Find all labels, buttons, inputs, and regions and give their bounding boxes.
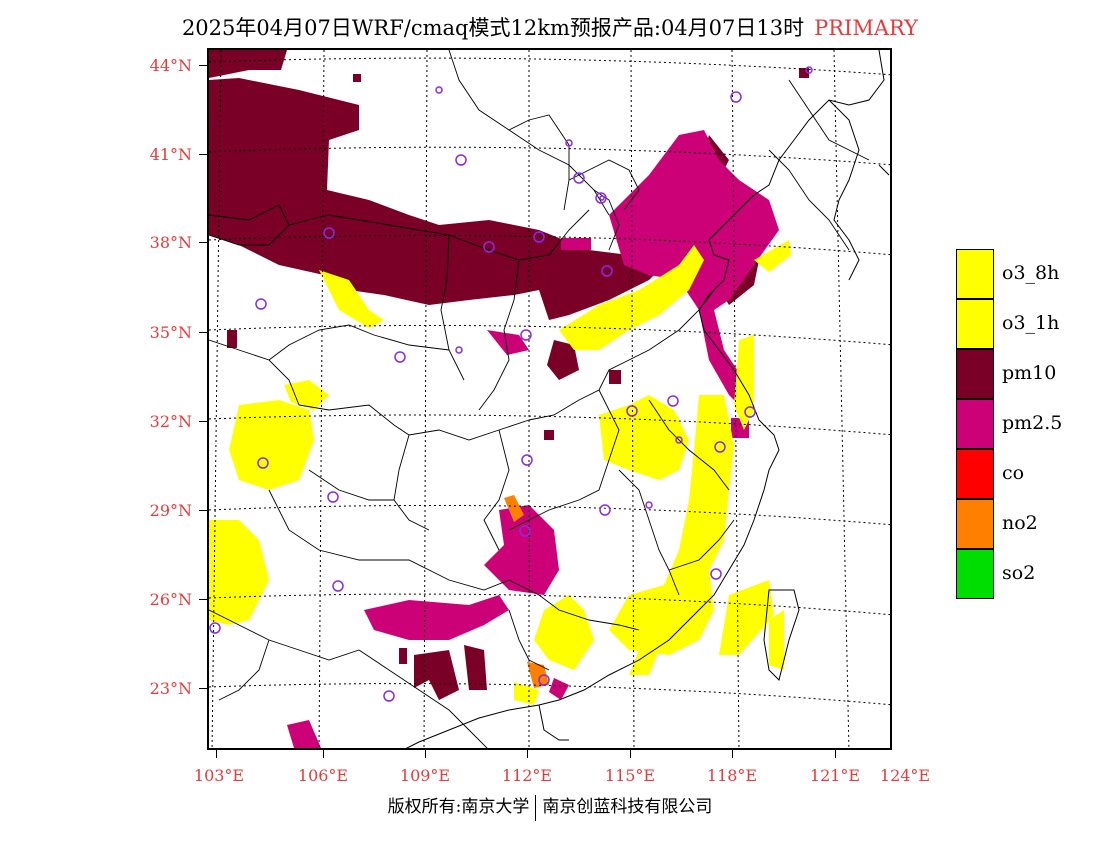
legend-item-so2: so2 — [956, 549, 1096, 599]
legend-label: pm2.5 — [1002, 412, 1063, 434]
lon-label-121e: 121°E — [809, 766, 861, 785]
lon-tick — [527, 750, 528, 758]
legend-swatch — [956, 499, 994, 549]
lat-tick — [199, 242, 207, 243]
lon-label-115e: 115°E — [604, 766, 656, 785]
longitude-gridlines — [211, 50, 850, 748]
lat-label-26n: 26°N — [149, 590, 192, 609]
lat-tick — [199, 599, 207, 600]
lat-tick — [199, 332, 207, 333]
footer-left: 版权所有:南京大学 — [387, 797, 530, 817]
legend-item-o3-1h: o3_1h — [956, 299, 1096, 349]
footer-separator — [535, 794, 537, 821]
map-svg — [209, 50, 890, 748]
lon-tick — [323, 750, 324, 758]
lat-tick — [199, 688, 207, 689]
legend-swatch — [956, 249, 994, 299]
lon-label-103e: 103°E — [193, 766, 245, 785]
legend-label: o3_8h — [1002, 262, 1060, 284]
station-markers — [209, 66, 813, 702]
lon-label-106e: 106°E — [297, 766, 349, 785]
lat-label-23n: 23°N — [149, 679, 192, 698]
lon-label-118e: 118°E — [706, 766, 758, 785]
map-panel[interactable] — [207, 48, 892, 750]
title-tag: PRIMARY — [814, 16, 919, 40]
lat-label-41n: 41°N — [149, 145, 192, 164]
lat-label-32n: 32°N — [149, 412, 192, 431]
lon-label-109e: 109°E — [399, 766, 451, 785]
lat-tick — [199, 421, 207, 422]
lon-tick — [630, 750, 631, 758]
pollution-o3-layer — [209, 240, 791, 705]
lon-tick — [835, 750, 836, 758]
legend-swatch — [956, 349, 994, 399]
legend-item-co: co — [956, 449, 1096, 499]
lat-label-35n: 35°N — [149, 323, 192, 342]
legend-label: so2 — [1002, 562, 1036, 584]
title-text: 2025年04月07日WRF/cmaq模式12km预报产品:04月07日13时 — [181, 16, 805, 40]
lon-tick — [732, 750, 733, 758]
legend-swatch — [956, 299, 994, 349]
legend-item-pm10: pm10 — [956, 349, 1096, 399]
lon-label-112e: 112°E — [501, 766, 553, 785]
legend-label: pm10 — [1002, 362, 1057, 384]
lon-label-124e: 124°E — [879, 766, 931, 785]
legend-item-pm25: pm2.5 — [956, 399, 1096, 449]
latitude-gridlines — [209, 57, 890, 706]
province-boundaries — [209, 50, 870, 748]
pollution-no2-layer — [504, 495, 549, 688]
lat-tick — [199, 154, 207, 155]
copyright-footer: 版权所有:南京大学 南京创蓝科技有限公司 — [0, 792, 1100, 821]
legend-swatch — [956, 399, 994, 449]
lat-tick — [199, 65, 207, 66]
legend-item-o3-8h: o3_8h — [956, 249, 1096, 299]
legend-label: co — [1002, 462, 1025, 484]
lat-label-29n: 29°N — [149, 501, 192, 520]
legend-label: no2 — [1002, 512, 1038, 534]
lat-label-38n: 38°N — [149, 233, 192, 252]
lat-tick — [199, 510, 207, 511]
legend-swatch — [956, 549, 994, 599]
lon-tick — [425, 750, 426, 758]
chart-title: 2025年04月07日WRF/cmaq模式12km预报产品:04月07日13时 P… — [0, 12, 1100, 42]
legend-swatch — [956, 449, 994, 499]
legend: o3_8h o3_1h pm10 pm2.5 co no2 so2 — [956, 249, 1096, 599]
footer-right: 南京创蓝科技有限公司 — [542, 797, 713, 817]
coastline — [405, 50, 890, 748]
lat-label-44n: 44°N — [149, 56, 192, 75]
lon-tick — [216, 750, 217, 758]
legend-label: o3_1h — [1002, 312, 1060, 334]
legend-item-no2: no2 — [956, 499, 1096, 549]
